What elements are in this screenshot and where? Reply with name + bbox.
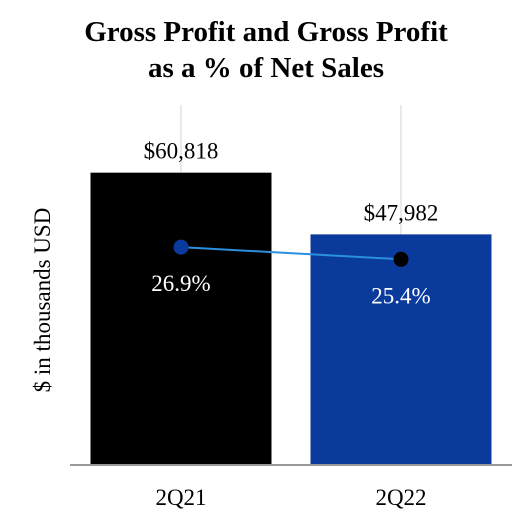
- bars: [90, 172, 492, 466]
- percent-label: 25.4%: [371, 283, 430, 308]
- chart-title-line-1: Gross Profit and Gross Profit: [84, 16, 448, 48]
- value-label: $60,818: [144, 139, 219, 164]
- chart-title-line-2: as a % of Net Sales: [147, 52, 384, 84]
- percent-marker: [173, 239, 189, 255]
- x-tick-labels: 2Q21 2Q22: [155, 485, 426, 510]
- chart-title: Gross Profit and Gross Profit as a % of …: [0, 14, 532, 86]
- bar-2q22: [310, 234, 492, 465]
- y-axis-label: $ in thousands USD: [30, 208, 55, 393]
- x-tick-label: 2Q22: [375, 485, 426, 510]
- x-tick-label: 2Q21: [155, 485, 206, 510]
- percent-labels: 26.9% 25.4%: [151, 271, 430, 308]
- percent-marker: [393, 251, 409, 267]
- percent-line: [173, 239, 409, 267]
- percent-label: 26.9%: [151, 271, 210, 296]
- value-label: $47,982: [364, 200, 439, 225]
- bar-2q21: [90, 172, 272, 466]
- value-labels: $60,818 $47,982: [144, 139, 439, 226]
- percent-line-segment: [180, 246, 402, 261]
